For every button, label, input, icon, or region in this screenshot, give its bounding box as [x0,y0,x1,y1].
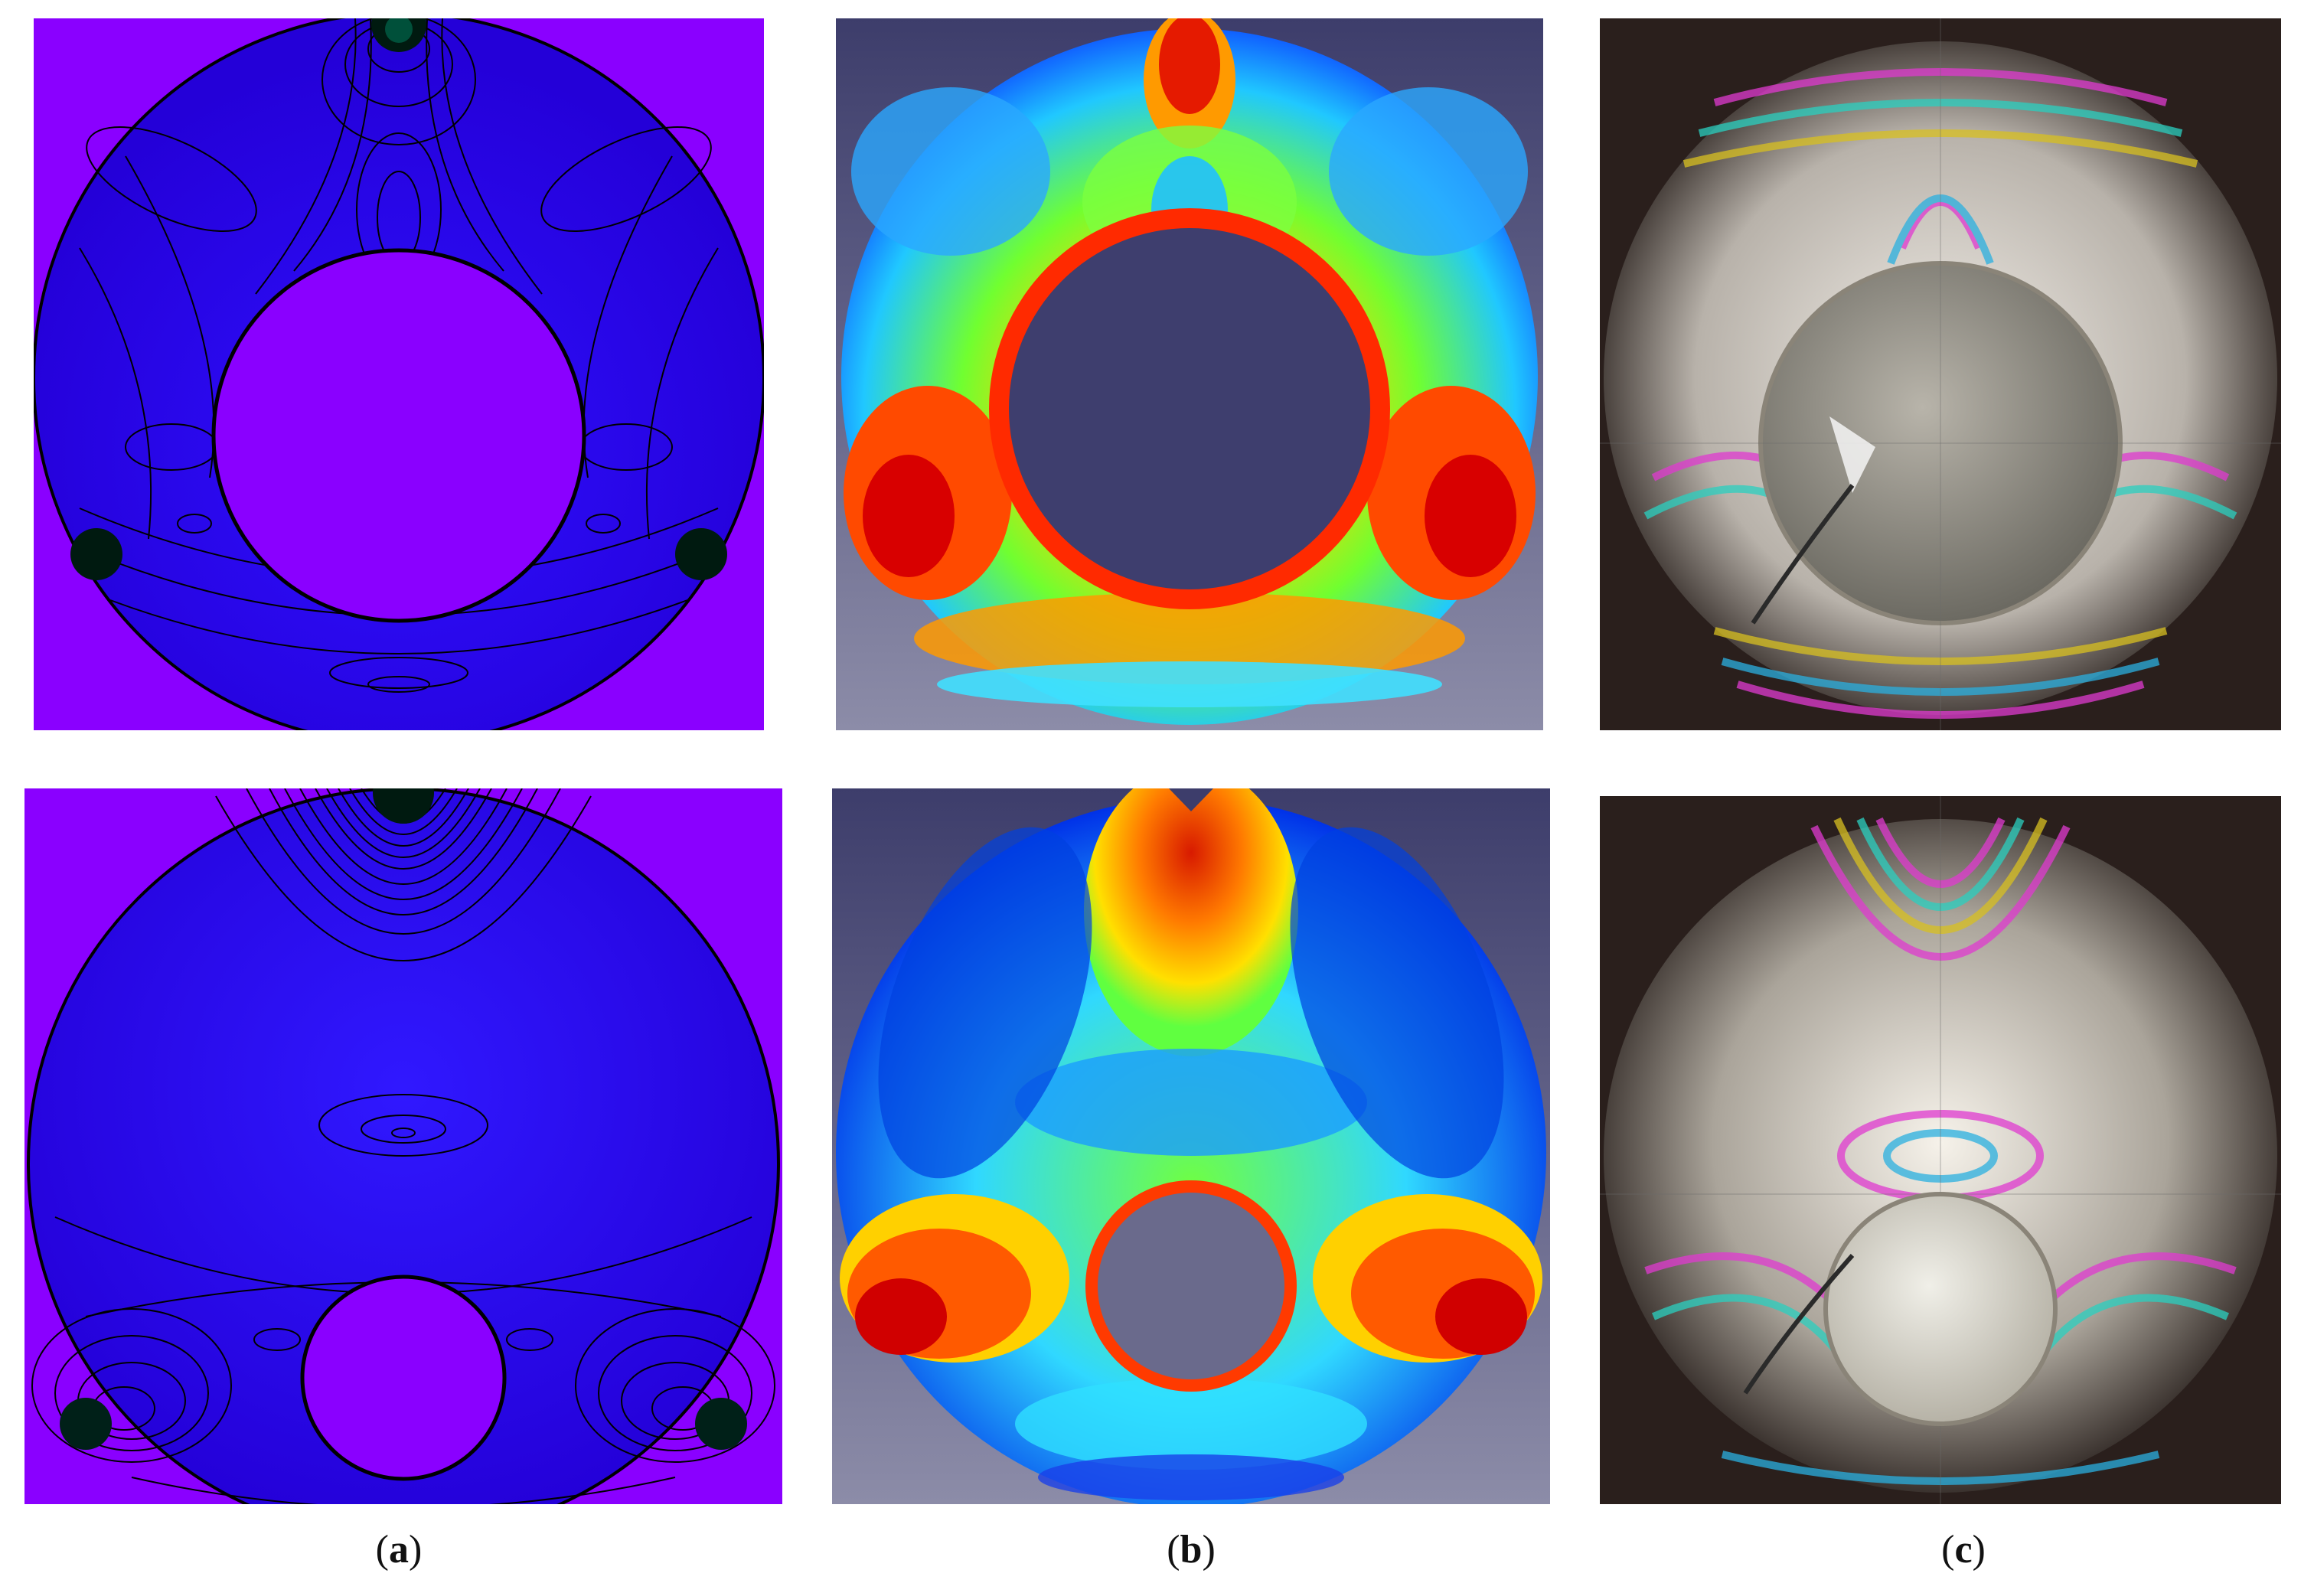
caption-a: (a) [375,1528,423,1572]
photoelastic-small-hole [1600,796,2281,1504]
panel-b-top [836,18,1543,730]
fem-map-small-hole [832,788,1550,1504]
contour-plot-small-hole [24,788,782,1504]
panel-b-bottom [832,788,1550,1504]
photoelastic-large-hole [1600,18,2281,730]
panel-a-bottom [24,788,782,1504]
caption-c: (c) [1941,1528,1986,1572]
contour-plot-large-hole [34,18,764,730]
fem-map-large-hole [836,18,1543,730]
panel-c-top [1600,18,2281,730]
panel-c-bottom [1600,796,2281,1504]
panel-a-top [34,18,764,730]
caption-b: (b) [1167,1528,1216,1572]
